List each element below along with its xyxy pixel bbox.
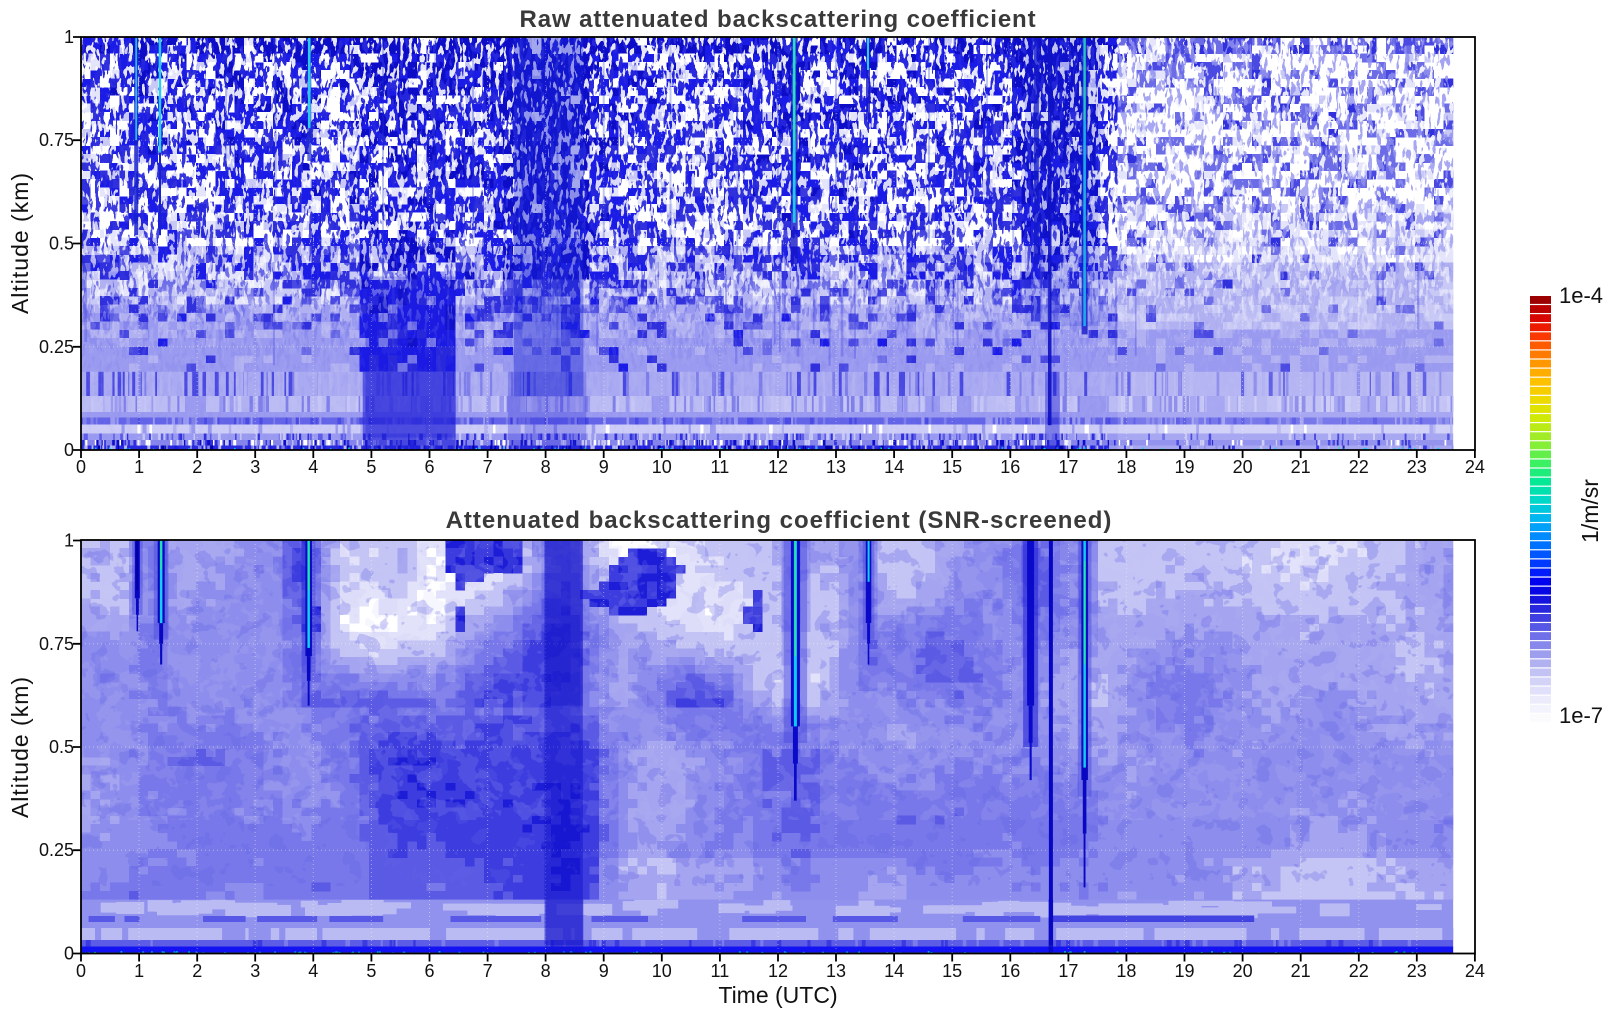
- svg-text:7: 7: [483, 457, 493, 477]
- svg-text:10: 10: [652, 961, 672, 981]
- svg-text:1e-4: 1e-4: [1559, 283, 1603, 308]
- svg-text:13: 13: [826, 961, 846, 981]
- svg-text:1: 1: [134, 961, 144, 981]
- svg-text:16: 16: [1000, 457, 1020, 477]
- svg-text:6: 6: [424, 961, 434, 981]
- svg-text:12: 12: [768, 961, 788, 981]
- svg-text:3: 3: [250, 961, 260, 981]
- svg-text:14: 14: [884, 457, 904, 477]
- svg-text:0.5: 0.5: [49, 737, 74, 757]
- svg-text:24: 24: [1465, 961, 1485, 981]
- svg-text:20: 20: [1233, 457, 1253, 477]
- svg-text:15: 15: [942, 457, 962, 477]
- svg-text:11: 11: [711, 457, 730, 477]
- svg-text:0.25: 0.25: [39, 840, 74, 860]
- svg-text:9: 9: [599, 457, 609, 477]
- svg-text:1e-7: 1e-7: [1559, 703, 1603, 728]
- svg-text:4: 4: [308, 457, 318, 477]
- svg-text:23: 23: [1407, 457, 1427, 477]
- svg-text:4: 4: [308, 961, 318, 981]
- svg-text:10: 10: [652, 457, 672, 477]
- svg-text:8: 8: [541, 961, 551, 981]
- svg-text:1: 1: [64, 531, 74, 551]
- svg-text:21: 21: [1291, 961, 1311, 981]
- svg-text:20: 20: [1233, 961, 1253, 981]
- svg-text:17: 17: [1058, 457, 1078, 477]
- svg-text:9: 9: [599, 961, 609, 981]
- svg-text:13: 13: [826, 457, 846, 477]
- svg-text:Altitude (km): Altitude (km): [7, 172, 33, 314]
- svg-text:2: 2: [192, 457, 202, 477]
- svg-text:0: 0: [64, 944, 74, 964]
- svg-text:7: 7: [483, 961, 493, 981]
- svg-text:19: 19: [1174, 457, 1194, 477]
- svg-text:24: 24: [1465, 457, 1485, 477]
- svg-text:0: 0: [64, 440, 74, 460]
- svg-text:Raw attenuated backscattering: Raw attenuated backscattering coefficien…: [519, 6, 1036, 33]
- svg-text:17: 17: [1058, 961, 1078, 981]
- svg-text:18: 18: [1116, 961, 1136, 981]
- svg-text:15: 15: [942, 961, 962, 981]
- svg-text:19: 19: [1174, 961, 1194, 981]
- svg-text:14: 14: [884, 961, 904, 981]
- svg-text:Altitude (km): Altitude (km): [7, 676, 33, 818]
- svg-text:1/m/sr: 1/m/sr: [1577, 479, 1603, 543]
- svg-text:1: 1: [64, 27, 74, 47]
- svg-text:16: 16: [1000, 961, 1020, 981]
- svg-text:0.75: 0.75: [39, 130, 74, 150]
- svg-text:0: 0: [76, 961, 86, 981]
- svg-text:Attenuated backscattering coef: Attenuated backscattering coefficient (S…: [446, 507, 1113, 534]
- svg-text:6: 6: [424, 457, 434, 477]
- svg-text:22: 22: [1349, 457, 1369, 477]
- svg-text:Time (UTC): Time (UTC): [718, 982, 837, 1008]
- svg-text:5: 5: [366, 961, 376, 981]
- svg-text:3: 3: [250, 457, 260, 477]
- svg-text:22: 22: [1349, 961, 1369, 981]
- svg-text:0.25: 0.25: [39, 337, 74, 357]
- svg-text:5: 5: [366, 457, 376, 477]
- svg-text:0.75: 0.75: [39, 634, 74, 654]
- svg-text:2: 2: [192, 961, 202, 981]
- svg-text:23: 23: [1407, 961, 1427, 981]
- svg-text:18: 18: [1116, 457, 1136, 477]
- svg-text:0.5: 0.5: [49, 234, 74, 254]
- svg-text:12: 12: [768, 457, 788, 477]
- svg-text:8: 8: [541, 457, 551, 477]
- svg-text:0: 0: [76, 457, 86, 477]
- svg-text:11: 11: [711, 961, 730, 981]
- svg-text:1: 1: [134, 457, 144, 477]
- svg-text:21: 21: [1291, 457, 1311, 477]
